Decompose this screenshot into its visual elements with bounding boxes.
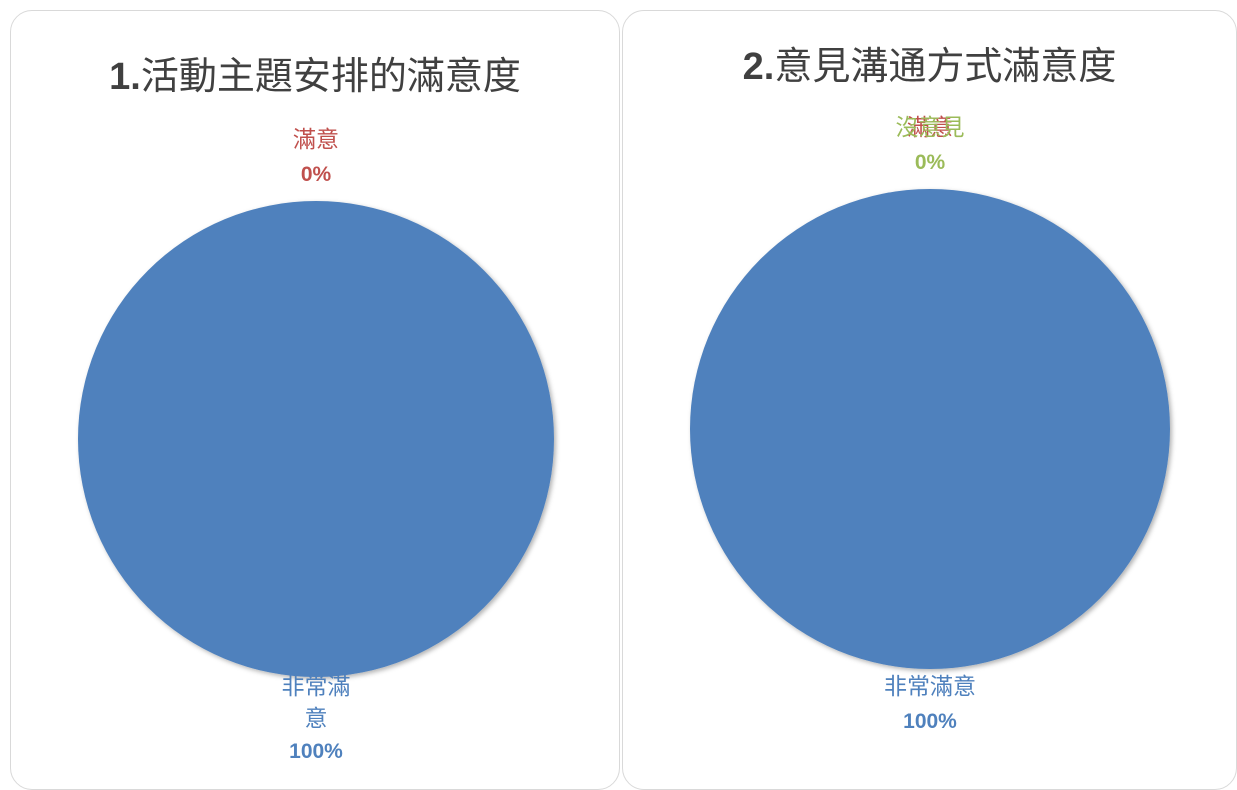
slice-name-2-1-line-1: 非常滿意	[884, 674, 976, 700]
chart-title-2: 2.意見溝通方式滿意度	[623, 35, 1236, 90]
chart-title-1: 1.活動主題安排的滿意度	[11, 45, 619, 100]
slice-value-1-2: 0%	[301, 163, 332, 186]
slice-name-1-2: 滿意	[293, 127, 339, 153]
pie-slice-1-1	[78, 201, 554, 677]
slice-name-1-1-line-1: 非常滿	[282, 674, 351, 700]
slice-name-1-1-line-2: 意	[305, 706, 328, 732]
chart-panel-2: 2.意見溝通方式滿意度 非常滿意 100% 滿意 沒意見 0%	[622, 10, 1237, 790]
slice-value-1-1: 100%	[289, 740, 343, 763]
slice-label-1-2: 滿意 0%	[293, 127, 339, 186]
slice-name-2-2: 滿意	[907, 115, 953, 141]
slice-name-2-3: 沒意見	[896, 115, 965, 141]
chart-title-number-2: 2.	[742, 46, 775, 88]
chart-panel-1: 1.活動主題安排的滿意度 非常滿意 100% 滿意 0%	[10, 10, 620, 790]
chart-title-text-1: 活動主題安排的滿意度	[140, 54, 521, 98]
slice-label-2-3: 沒意見 0%	[896, 115, 965, 174]
slice-value-2-1: 100%	[903, 710, 957, 733]
pie-chart-1: 非常滿意 100% 滿意 0%	[78, 127, 554, 763]
slice-label-1-1: 非常滿意 100%	[282, 674, 351, 763]
chart-title-number-1: 1.	[109, 56, 141, 98]
slice-value-2-3: 0%	[915, 151, 946, 174]
slice-label-2-2: 滿意	[907, 115, 953, 141]
pie-slice-2-1	[690, 189, 1170, 669]
slice-label-2-1: 非常滿意 100%	[884, 674, 976, 733]
chart-title-text-2: 意見溝通方式滿意度	[774, 44, 1117, 88]
